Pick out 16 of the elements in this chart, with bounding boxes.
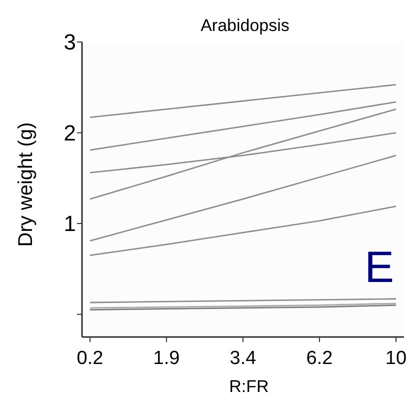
annotation: E — [364, 243, 394, 292]
line-series — [89, 108, 397, 200]
chart-title: Arabidopsis — [200, 16, 290, 35]
y-axis-title: Dry weight (g) — [15, 122, 37, 247]
x-tick-label: 0.2 — [76, 348, 104, 369]
line-series — [89, 84, 397, 118]
x-tick-label: 10 — [385, 348, 407, 369]
x-tick-label: 3.4 — [230, 348, 257, 369]
line-series — [89, 154, 397, 242]
x-tick-label: 1.9 — [153, 348, 180, 369]
line-series — [89, 101, 397, 151]
x-axis-title: R:FR — [229, 377, 269, 396]
x-tick-label: 6.2 — [306, 348, 333, 369]
y-tick-label: 1 — [64, 211, 76, 236]
y-tick-label: 2 — [64, 120, 76, 146]
y-tick-label: 3 — [64, 30, 76, 55]
